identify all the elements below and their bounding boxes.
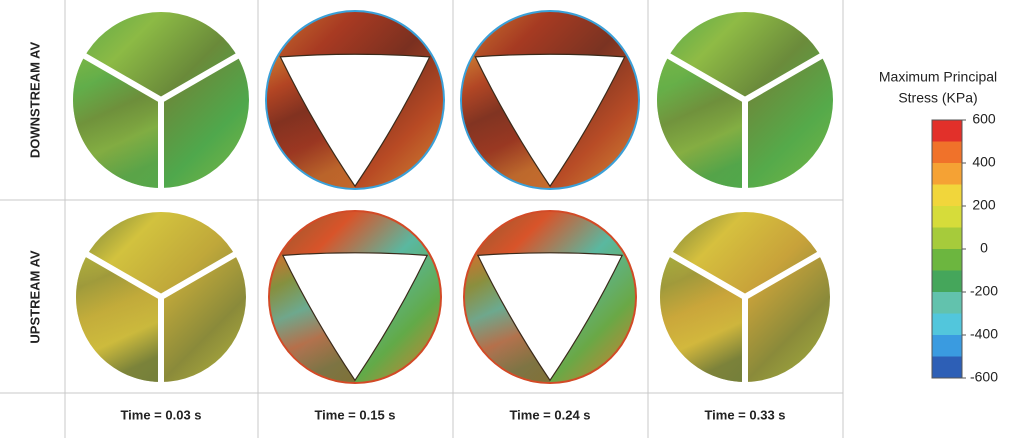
valve	[73, 12, 249, 190]
colorbar-title: Stress (KPa)	[898, 90, 977, 106]
colorbar-segment	[932, 335, 962, 357]
row-label: DOWNSTREAM AV	[27, 42, 42, 159]
colorbar-tick-label: -400	[970, 326, 998, 342]
colorbar-tick-label: 600	[972, 111, 996, 127]
colorbar-tick-label: 400	[972, 154, 996, 170]
column-label: Time = 0.15 s	[314, 407, 395, 422]
colorbar-segment	[932, 185, 962, 207]
colorbar-tick-label: 200	[972, 197, 996, 213]
valve	[657, 12, 833, 190]
colorbar-segment	[932, 271, 962, 293]
colorbar-title: Maximum Principal	[879, 69, 997, 85]
colorbar-segment	[932, 206, 962, 228]
colorbar-segment	[932, 142, 962, 164]
colorbar-segment	[932, 314, 962, 336]
column-label: Time = 0.33 s	[704, 407, 785, 422]
colorbar-tick-label: -200	[970, 283, 998, 299]
colorbar-segment	[932, 120, 962, 142]
colorbar-segment	[932, 249, 962, 271]
valve	[463, 210, 637, 384]
valve	[268, 210, 442, 384]
colorbar-segment	[932, 292, 962, 314]
colorbar-tick-label: 0	[980, 240, 988, 256]
colorbar-segment	[932, 163, 962, 185]
figure: DOWNSTREAM AV UPSTREAM AV Time = 0.03 s …	[0, 0, 1015, 438]
valve	[265, 10, 445, 190]
colorbar: 600 400 200 0 -200 -400 -600	[932, 111, 998, 385]
valve	[660, 212, 830, 384]
colorbar-segment	[932, 357, 962, 379]
row-label: UPSTREAM AV	[27, 250, 42, 344]
colorbar-tick-label: -600	[970, 369, 998, 385]
valve	[460, 10, 640, 190]
column-label: Time = 0.24 s	[509, 407, 590, 422]
column-label: Time = 0.03 s	[120, 407, 201, 422]
colorbar-segment	[932, 228, 962, 250]
valve	[76, 212, 246, 384]
